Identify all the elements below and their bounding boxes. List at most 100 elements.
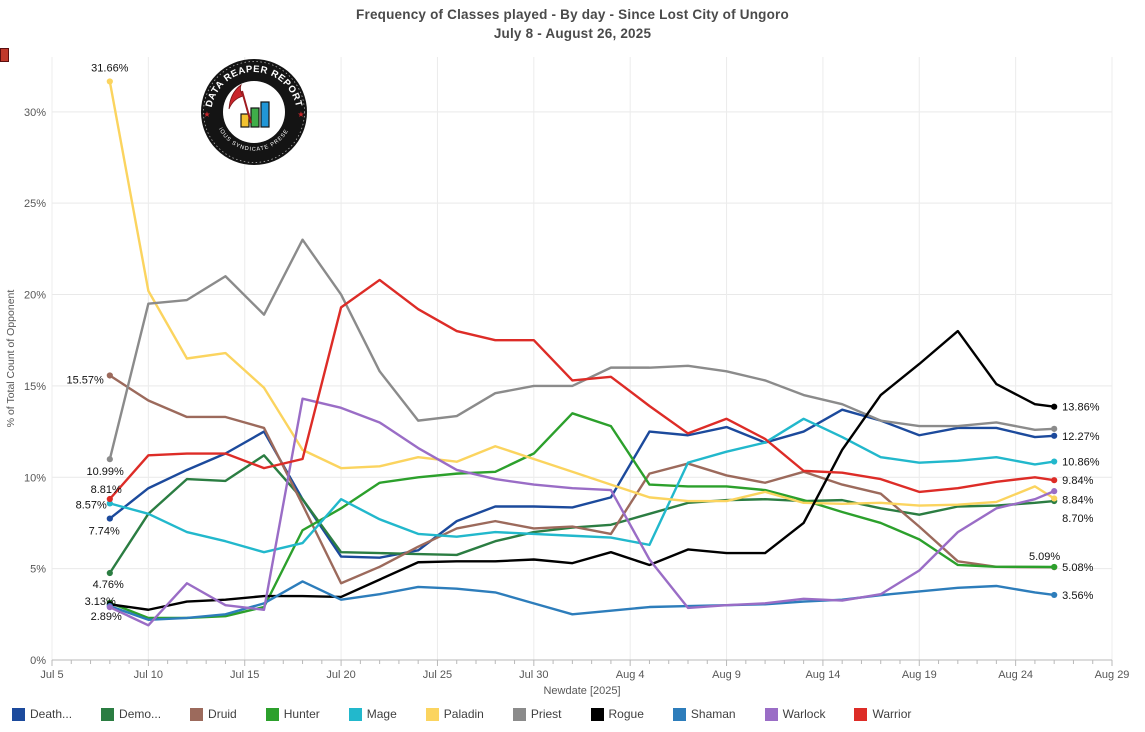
legend-item-paladin[interactable]: Paladin <box>425 707 484 721</box>
x-tick-label: Aug 9 <box>712 669 741 681</box>
series-line-warlock[interactable] <box>108 397 1056 627</box>
series-line-druid[interactable] <box>108 374 1056 585</box>
legend-label-demon-hunter: Demo... <box>119 707 162 721</box>
legend-label-hunter: Hunter <box>283 707 320 721</box>
legend-label-warlock: Warlock <box>782 707 826 721</box>
annotation-warlock: 2.89% <box>91 611 122 623</box>
series-line-paladin[interactable] <box>108 80 1056 507</box>
legend-item-priest[interactable]: Priest <box>512 707 562 721</box>
y-tick-label: 15% <box>24 381 46 393</box>
legend-label-mage: Mage <box>366 707 397 721</box>
legend-label-warrior: Warrior <box>872 707 912 721</box>
legend-label-rogue: Rogue <box>608 707 644 721</box>
series-end-dot-priest <box>1051 425 1058 432</box>
y-axis-title: % of Total Count of Opponent <box>5 290 17 428</box>
x-tick-label: Jul 20 <box>326 669 355 681</box>
annotation-hunter: 5.09% <box>1029 551 1060 563</box>
legend: Death... Demo... Druid Hunter Mage Paladin Pri… <box>12 707 911 721</box>
x-tick-label: Aug 29 <box>1095 669 1130 681</box>
legend-item-demon-hunter[interactable]: Demo... <box>101 707 161 721</box>
legend-swatch-warrior <box>854 707 868 721</box>
series-start-dot-priest <box>106 456 113 463</box>
corner-artifact <box>0 48 9 62</box>
legend-label-paladin: Paladin <box>443 707 484 721</box>
logo-scythe-icon <box>228 83 252 124</box>
series-end-dot-hunter <box>1051 563 1058 571</box>
legend-swatch-shaman <box>672 707 686 721</box>
legend-swatch-death-knight <box>12 707 25 721</box>
annotation-death-knight: 7.74% <box>89 526 120 538</box>
legend-item-mage[interactable]: Mage <box>348 707 397 721</box>
x-tick-label: Aug 14 <box>805 669 840 681</box>
y-tick-label: 10% <box>24 472 46 484</box>
legend-label-priest: Priest <box>530 707 562 721</box>
series-start-dot-demon-hunter <box>106 569 113 577</box>
x-tick-label: Jul 30 <box>519 669 548 681</box>
chart-title: Frequency of Classes played - By day - S… <box>356 7 789 22</box>
series-line-hunter[interactable] <box>108 412 1056 620</box>
annotation-demon-hunter: 4.76% <box>93 579 124 591</box>
series-end-dot-paladin <box>1051 495 1058 502</box>
legend-swatch-paladin <box>425 707 439 721</box>
series-start-dot-warlock <box>106 604 113 611</box>
x-tick-label: Jul 5 <box>40 669 63 681</box>
annotation-warrior: 9.84% <box>1062 475 1093 487</box>
series-line-rogue[interactable] <box>108 329 1056 611</box>
series-start-dot-warrior <box>106 495 113 503</box>
annotation-priest: 10.99% <box>87 466 125 478</box>
series-end-dot-rogue <box>1051 403 1058 410</box>
annotation-druid: 15.57% <box>67 374 105 386</box>
annotation-paladin: 31.66% <box>91 62 129 74</box>
legend-item-rogue[interactable]: Rogue <box>590 707 644 721</box>
series-end-dot-mage <box>1051 458 1058 465</box>
legend-swatch-rogue <box>590 707 604 721</box>
annotation-rogue: 13.86% <box>1062 402 1100 414</box>
legend-item-death-knight[interactable]: Death... <box>12 707 72 721</box>
annotation-mage: 8.57% <box>76 499 107 511</box>
series-end-dot-shaman <box>1051 591 1058 599</box>
logo-bar-chart-icon <box>240 101 270 128</box>
series-line-warrior[interactable] <box>108 278 1056 501</box>
legend-item-warlock[interactable]: Warlock <box>764 707 826 721</box>
chart-subtitle: July 8 - August 26, 2025 <box>493 26 652 41</box>
annotation-demon-hunter: 8.70% <box>1062 513 1093 525</box>
series-start-dot-mage <box>106 500 113 507</box>
legend-label-shaman: Shaman <box>690 707 736 721</box>
y-tick-label: 0% <box>30 655 46 667</box>
x-tick-label: Aug 4 <box>616 669 645 681</box>
series-line-priest[interactable] <box>108 238 1056 461</box>
y-tick-label: 20% <box>24 290 46 302</box>
chart-plot-area[interactable]: 0% 5% 10% 15% 20% 25% 30% Jul 5 Jul 10 Jul 15 Jul … <box>0 0 1145 702</box>
series-line-shaman[interactable] <box>108 580 1056 621</box>
annotation-shaman: 3.56% <box>1062 590 1093 602</box>
legend-swatch-demon-hunter <box>101 707 115 721</box>
series-line-demon-hunter[interactable] <box>108 454 1056 575</box>
series-start-dot-death-knight <box>106 515 113 522</box>
legend-swatch-priest <box>512 707 526 721</box>
y-tick-label: 5% <box>30 564 46 576</box>
legend-label-death-knight: Death... <box>30 707 73 721</box>
legend-swatch-warlock <box>764 707 778 721</box>
series-line-mage[interactable] <box>108 417 1056 554</box>
annotation-warrior: 8.81% <box>91 484 122 496</box>
series-end-dot-warrior <box>1051 477 1058 484</box>
x-tick-label: Jul 10 <box>134 669 163 681</box>
annotation-death-knight: 12.27% <box>1062 431 1100 443</box>
y-tick-label: 25% <box>24 198 46 210</box>
series-end-dot-warlock <box>1051 488 1058 495</box>
chart-title-block: Frequency of Classes played - By day - S… <box>0 5 1145 43</box>
legend-label-druid: Druid <box>208 707 237 721</box>
logo-star-right-icon: ★ <box>297 110 304 119</box>
legend-item-hunter[interactable]: Hunter <box>265 707 320 721</box>
legend-swatch-hunter <box>265 707 279 721</box>
series-start-dot-druid <box>106 372 113 379</box>
x-tick-label: Aug 19 <box>902 669 937 681</box>
series-start-dot-paladin <box>106 78 113 85</box>
x-axis-title: Newdate [2025] <box>543 685 620 697</box>
annotation-mage: 10.86% <box>1062 457 1100 469</box>
legend-item-warrior[interactable]: Warrior <box>854 707 911 721</box>
legend-item-shaman[interactable]: Shaman <box>672 707 736 721</box>
legend-swatch-mage <box>348 707 362 721</box>
series-end-dot-death-knight <box>1051 432 1058 439</box>
legend-item-druid[interactable]: Druid <box>190 707 237 721</box>
